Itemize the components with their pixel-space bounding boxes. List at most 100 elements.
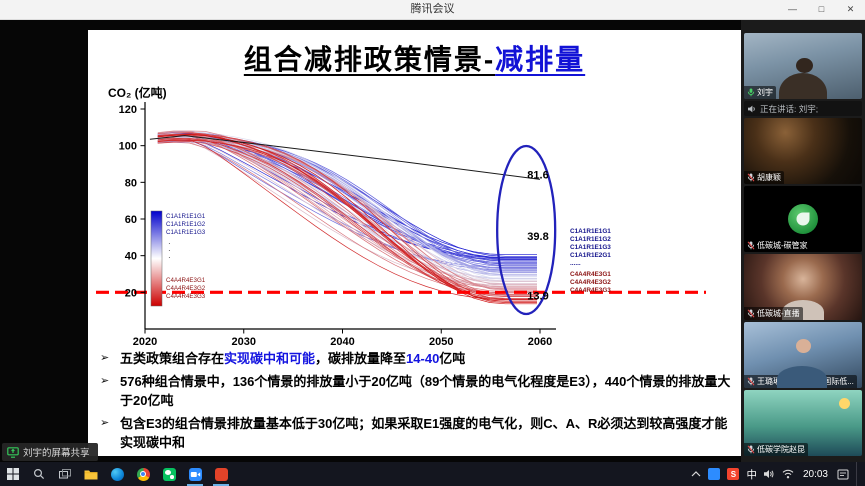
chrome-browser-icon[interactable] (130, 462, 156, 486)
participant-name: 低碳城-碳管家 (757, 241, 808, 250)
edge-browser-icon[interactable] (104, 462, 130, 486)
input-language-indicator[interactable]: 中 (746, 468, 757, 481)
tencent-meeting-icon[interactable] (182, 462, 208, 486)
svg-text:20: 20 (125, 287, 137, 299)
action-center-icon[interactable] (837, 469, 849, 480)
participant-name-bar: 低碳城-直播 (744, 307, 803, 320)
search-icon[interactable] (26, 462, 52, 486)
svg-text:......: ...... (570, 260, 581, 267)
svg-text:2050: 2050 (429, 336, 453, 348)
participant-tile-3[interactable]: 低碳城-碳管家 (744, 186, 862, 252)
slide-bullets: ➢ 五类政策组合存在实现碳中和可能，碳排放量降至14-40亿吨 ➢ 576种组合… (100, 350, 735, 457)
bullet-marker-icon: ➢ (100, 375, 110, 388)
network-icon[interactable] (782, 469, 794, 479)
close-button[interactable]: ✕ (846, 4, 855, 14)
text-segment: 亿吨 (439, 351, 466, 366)
window-controls: — □ ✕ (778, 0, 865, 19)
participant-name: 胡康颖 (757, 173, 781, 182)
sogou-input-icon[interactable]: S (727, 468, 740, 480)
svg-text:2060: 2060 (528, 336, 552, 348)
wechat-icon[interactable] (156, 462, 182, 486)
text-segment: 五类政策组合存在 (120, 351, 225, 366)
screen-share-view: 组合减排政策情景-减排量 20 40 60 80 100 120 2020 2030 2040 2… (0, 19, 741, 462)
bullet-item: ➢ 包含E3的组合情景排放量基本低于30亿吨；如果采取E1强度的电气化，则C、A… (100, 415, 735, 452)
bullet-text: 576种组合情景中，136个情景的排放量小于20亿吨（89个情景的电气化程度是E… (120, 373, 735, 410)
screen-share-icon (7, 446, 19, 458)
participant-name-bar: 低碳城-碳管家 (744, 239, 811, 252)
volume-icon[interactable] (763, 469, 775, 479)
hidden-icons-chevron[interactable] (691, 471, 701, 477)
maximize-button[interactable]: □ (818, 4, 825, 14)
mic-icon (747, 309, 755, 318)
screen-share-banner[interactable]: 刘宇的屏幕共享 (2, 443, 98, 461)
text-segment: 包含E3的组合情景排放量基本低于30亿吨；如果采取E1强度的电气化，则C、A、R… (120, 416, 728, 450)
start-button[interactable] (0, 462, 26, 486)
svg-text:C1A1R1E1G3: C1A1R1E1G3 (570, 244, 611, 251)
highlight-ellipse (496, 144, 557, 316)
svg-text:C4A4R4E3G3: C4A4R4E3G3 (166, 293, 206, 300)
mic-icon (747, 88, 755, 97)
svg-text:2040: 2040 (330, 336, 354, 348)
svg-text:C1A1R1E2G1: C1A1R1E2G1 (570, 252, 611, 259)
speaking-indicator: 正在讲话: 刘宇; (744, 101, 862, 116)
participant-tile-5[interactable]: 王璐琳 山财大中国国际低... (744, 322, 862, 388)
svg-text:C1A1R1E1G1: C1A1R1E1G1 (570, 228, 611, 235)
tencent-meeting-tray-icon[interactable] (708, 468, 721, 480)
text-segment: 14-40 (406, 351, 440, 366)
svg-text:C4A4R4E3G2: C4A4R4E3G2 (570, 279, 611, 286)
mic-icon (747, 241, 755, 250)
participant-name: 刘宇 (757, 88, 773, 97)
speaking-text: 正在讲话: 刘宇; (760, 103, 819, 114)
participant-tile-6[interactable]: 低碳学院赵昆 (744, 390, 862, 456)
bullet-marker-icon: ➢ (100, 352, 110, 364)
windows-logo-icon (7, 468, 19, 480)
svg-text:·: · (168, 239, 171, 248)
minimize-button[interactable]: — (788, 4, 797, 14)
camera-icon (190, 471, 200, 477)
svg-text:C1A1R1E1G2: C1A1R1E1G2 (570, 236, 611, 243)
svg-text:2030: 2030 (232, 336, 256, 348)
wps-office-icon[interactable] (208, 462, 234, 486)
system-tray: S 中 20:03 (691, 462, 865, 486)
reference-line (149, 135, 541, 180)
svg-text:120: 120 (119, 104, 137, 116)
svg-text:C4A4R4E3G2: C4A4R4E3G2 (166, 285, 206, 292)
svg-text:C1A1R1E1G1: C1A1R1E1G1 (166, 213, 206, 220)
svg-text:80: 80 (125, 177, 137, 189)
legend-labels: C1A1R1E1G1C1A1R1E1G2C1A1R1E1G3···C4A4R4E… (166, 213, 206, 300)
participant-tile-4[interactable]: 低碳城-直播 (744, 254, 862, 320)
text-segment: ，碳排放量降至 (315, 351, 407, 366)
svg-text:·: · (168, 253, 171, 262)
slide-title: 组合减排政策情景-减排量 (88, 38, 741, 78)
presentation-slide: 组合减排政策情景-减排量 20 40 60 80 100 120 2020 2030 2040 2… (88, 30, 741, 456)
slide-title-highlight: 减排量 (495, 44, 586, 75)
bullet-item: ➢ 五类政策组合存在实现碳中和可能，碳排放量降至14-40亿吨 (100, 350, 735, 368)
scenario-line-bundle (157, 130, 537, 305)
y-axis-label: CO₂ (亿吨) (108, 86, 167, 100)
text-segment: 实现碳中和可能 (224, 351, 316, 366)
task-view-icon[interactable] (52, 462, 78, 486)
window-titlebar[interactable]: 腾讯会议 — □ ✕ (0, 0, 865, 20)
participant-name-bar: 王璐琳 山财大中国国际低... (744, 375, 857, 388)
participant-tile-1[interactable]: 刘宇 (744, 33, 862, 99)
show-desktop-button[interactable] (856, 462, 862, 486)
svg-text:·: · (168, 246, 171, 255)
participant-name-bar: 胡康颖 (744, 171, 784, 184)
taskbar-clock[interactable]: 20:03 (802, 468, 828, 480)
bullet-text: 包含E3的组合情景排放量基本低于30亿吨；如果采取E1强度的电气化，则C、A、R… (120, 415, 735, 452)
svg-text:C1A1R1E1G2: C1A1R1E1G2 (166, 221, 206, 228)
participants-panel: 刘宇 正在讲话: 刘宇; 胡康颖低碳城-碳管家低碳城-直播王璐琳 山财大中国国际… (741, 19, 865, 462)
end-value-label: 39.8 (527, 231, 548, 243)
svg-text:C1A1R1E1G3: C1A1R1E1G3 (166, 229, 206, 236)
mic-icon (747, 445, 755, 454)
participant-name: 王璐琳 山财大中国国际低... (757, 377, 854, 386)
window-title: 腾讯会议 (410, 3, 455, 15)
participant-tile-2[interactable]: 胡康颖 (744, 118, 862, 184)
svg-text:C4A4R4E3G1: C4A4R4E3G1 (570, 271, 611, 278)
endpoint-scenario-labels: C1A1R1E1G1C1A1R1E1G2C1A1R1E1G3C1A1R1E2G1… (570, 228, 611, 294)
end-value-label: 81.6 (527, 169, 548, 181)
end-value-label: 13.9 (527, 291, 548, 303)
file-explorer-icon[interactable] (78, 462, 104, 486)
